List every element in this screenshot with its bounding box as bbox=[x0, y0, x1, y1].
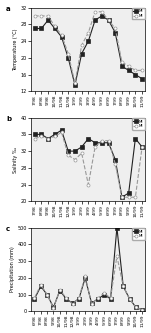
Y-axis label: Precipitation (mm): Precipitation (mm) bbox=[10, 247, 15, 292]
Y-axis label: Temperature (°C): Temperature (°C) bbox=[13, 28, 18, 71]
Legend: MI, MI: MI, MI bbox=[132, 119, 145, 130]
Text: a: a bbox=[6, 6, 11, 12]
Text: b: b bbox=[6, 116, 11, 122]
Legend: MI, MI: MI, MI bbox=[132, 228, 145, 239]
Text: c: c bbox=[6, 226, 10, 232]
Y-axis label: Salinity ‰: Salinity ‰ bbox=[13, 147, 18, 172]
Legend: MI, MI: MI, MI bbox=[132, 8, 145, 19]
